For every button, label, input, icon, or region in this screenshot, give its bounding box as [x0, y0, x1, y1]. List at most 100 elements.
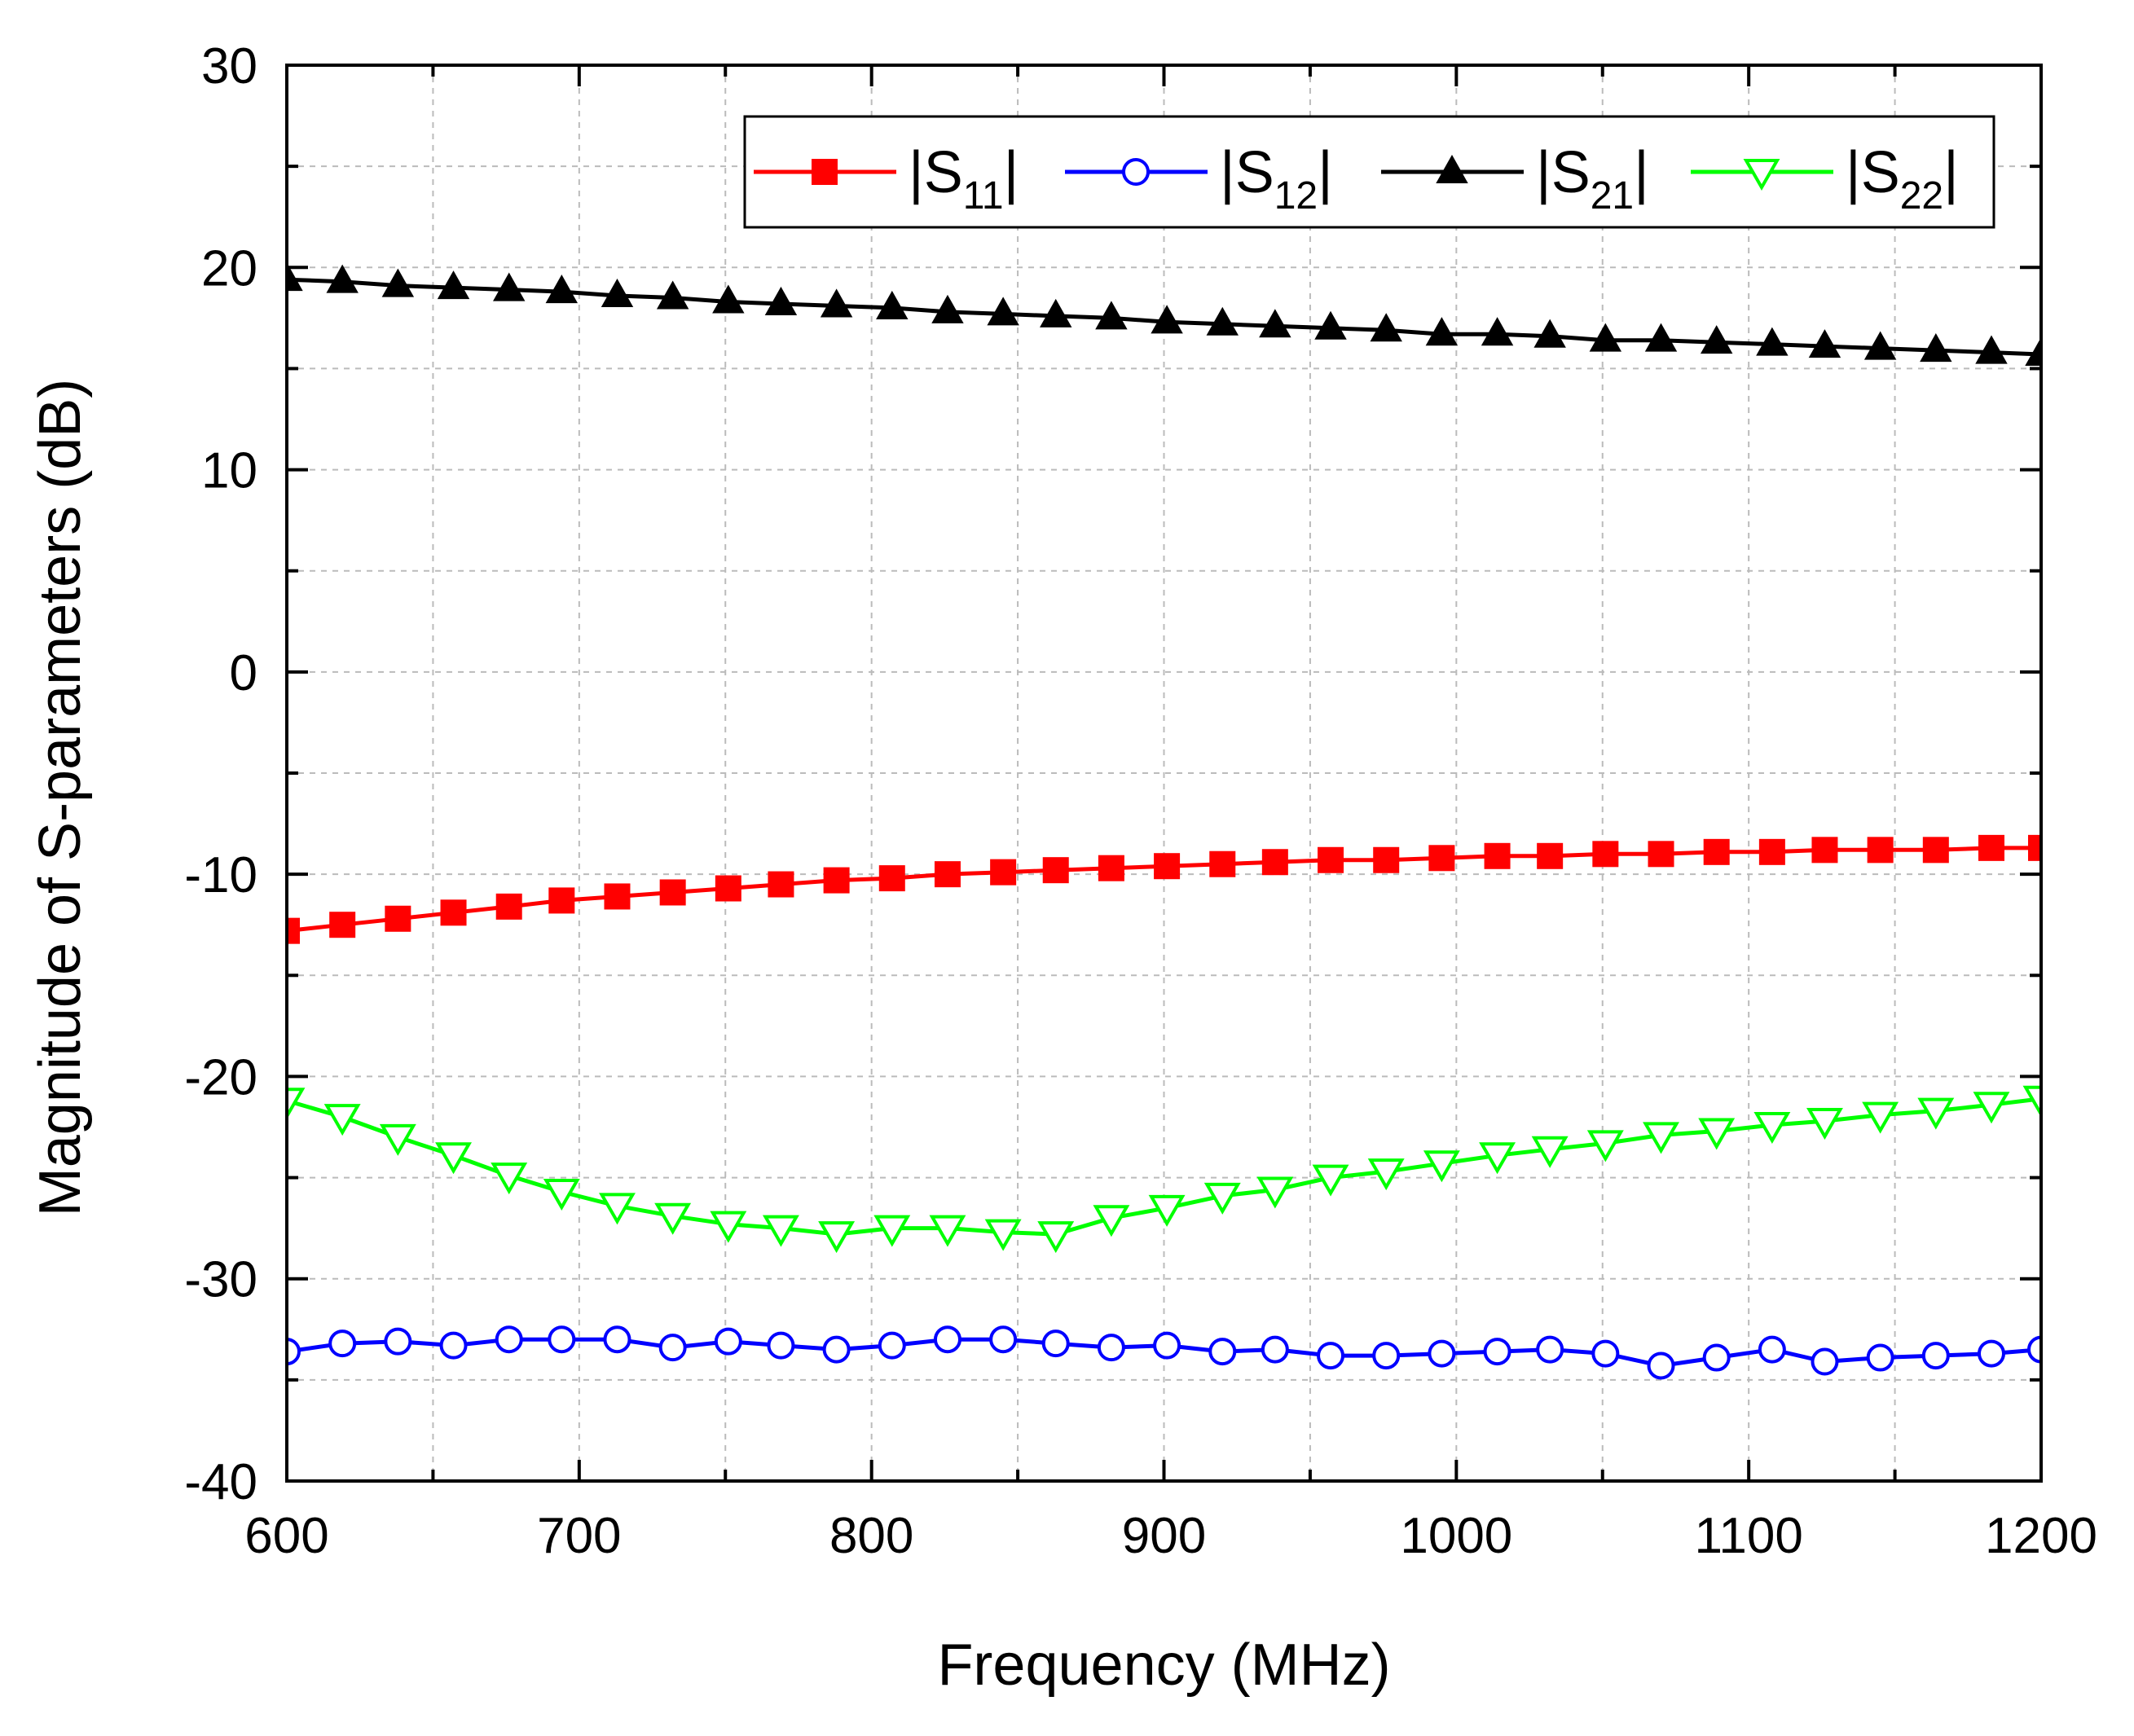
data-point — [659, 879, 686, 906]
legend-entry: |S12| — [1065, 140, 1333, 218]
data-point — [715, 875, 741, 902]
data-point — [990, 859, 1017, 886]
data-point — [1098, 855, 1124, 881]
data-point — [1314, 310, 1347, 340]
data-point — [548, 887, 575, 914]
data-point — [287, 1088, 306, 1120]
data-point — [1318, 846, 1344, 873]
y-tick-label: 30 — [201, 38, 257, 94]
data-point — [1592, 841, 1619, 868]
data-point — [326, 264, 359, 293]
data-point — [1700, 325, 1733, 354]
data-point — [1203, 1182, 1241, 1215]
data-point — [1151, 305, 1183, 334]
data-point — [1428, 1339, 1456, 1368]
data-point — [1148, 1194, 1186, 1227]
data-point — [987, 297, 1019, 326]
data-point — [1261, 849, 1288, 876]
data-point — [1867, 837, 1894, 864]
data-point — [1259, 309, 1291, 338]
data-point — [1922, 837, 1949, 864]
data-point — [764, 286, 798, 315]
axes — [285, 64, 2043, 1483]
data-point — [1753, 1112, 1791, 1145]
data-point — [599, 1193, 636, 1225]
data-point — [548, 1325, 576, 1354]
legend-label: |S22| — [1846, 140, 1959, 218]
data-point — [543, 1178, 580, 1211]
data-point — [287, 917, 300, 944]
data-point — [604, 883, 631, 910]
series-layer — [287, 262, 2041, 1380]
data-point — [1806, 1108, 1843, 1140]
data-point — [989, 1325, 1018, 1354]
data-point — [1206, 306, 1239, 336]
legend-marker — [1436, 154, 1468, 183]
data-point — [1097, 1334, 1125, 1362]
x-tick-label: 800 — [829, 1508, 913, 1564]
data-point — [1484, 842, 1511, 869]
data-point — [384, 1327, 412, 1356]
data-point — [379, 1123, 416, 1156]
data-point — [323, 1104, 361, 1136]
data-point — [495, 893, 522, 920]
data-point — [1811, 1347, 1839, 1376]
data-point — [1921, 1342, 1950, 1370]
series-1 — [287, 1325, 2041, 1380]
data-point — [545, 275, 579, 304]
data-point — [1042, 857, 1069, 884]
series-3 — [287, 1085, 2041, 1254]
y-tick-label: 10 — [201, 443, 257, 499]
data-point — [1648, 841, 1674, 868]
data-point — [822, 1335, 851, 1364]
data-point — [1209, 850, 1236, 877]
data-point — [1208, 1338, 1237, 1366]
data-point — [1644, 323, 1678, 352]
legend-marker — [1122, 158, 1150, 186]
data-point — [1702, 1343, 1731, 1372]
x-tick-label: 1000 — [1400, 1508, 1512, 1564]
data-point — [818, 1221, 856, 1254]
legend-marker — [1743, 159, 1780, 191]
data-point — [601, 279, 634, 308]
data-point — [2028, 834, 2041, 861]
data-point — [929, 1215, 966, 1247]
data-point — [329, 912, 356, 938]
tick-labels: 600 700 800 900 1000 1100 1200 -40 -30 -20 -10 0 10 2… — [184, 38, 2097, 1564]
data-point — [878, 865, 905, 892]
data-point — [1863, 331, 1897, 360]
data-point — [767, 1331, 795, 1360]
data-point — [1367, 1158, 1405, 1191]
data-point — [1317, 1342, 1345, 1370]
legend-marker — [812, 159, 838, 185]
data-point — [287, 262, 303, 292]
x-tick-label: 900 — [1122, 1508, 1206, 1564]
data-point — [876, 290, 909, 319]
data-point — [1537, 842, 1564, 869]
x-tick-label: 1200 — [1985, 1508, 2097, 1564]
data-point — [1977, 1339, 2005, 1368]
series-2 — [287, 262, 2041, 367]
data-point — [603, 1325, 631, 1354]
data-point — [1479, 1142, 1516, 1175]
data-point — [1758, 1335, 1786, 1364]
x-tick-label: 700 — [537, 1508, 621, 1564]
grid — [287, 65, 2041, 1481]
data-point — [1041, 1329, 1070, 1358]
data-point — [1372, 1342, 1401, 1370]
data-point — [1917, 1097, 1955, 1130]
y-tick-label: -10 — [184, 847, 257, 903]
data-point — [654, 1202, 692, 1235]
y-tick-label: -20 — [184, 1049, 257, 1105]
data-point — [287, 1338, 301, 1366]
y-tick-label: -40 — [184, 1454, 257, 1510]
data-point — [984, 1219, 1022, 1251]
data-point — [1862, 1101, 1899, 1134]
legend-label: |S21| — [1536, 140, 1649, 218]
y-tick-label: 20 — [201, 240, 257, 297]
data-point — [931, 294, 964, 323]
data-point — [934, 861, 961, 888]
data-point — [1756, 327, 1789, 356]
